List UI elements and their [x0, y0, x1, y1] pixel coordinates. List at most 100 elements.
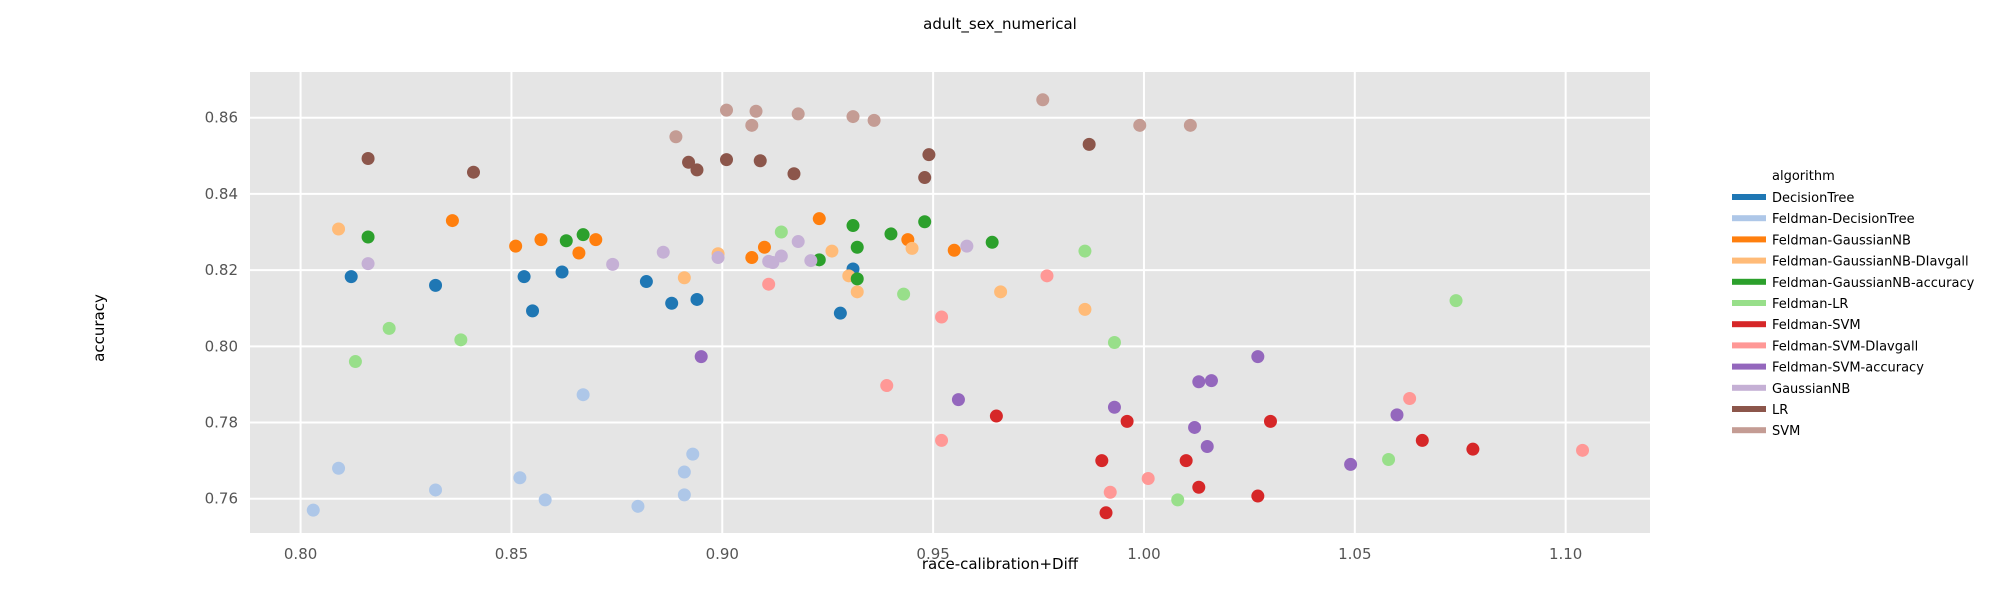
- data-point: [332, 461, 346, 475]
- data-point: [656, 245, 670, 259]
- data-point: [429, 278, 443, 292]
- data-point: [905, 241, 919, 255]
- data-point: [951, 393, 965, 407]
- legend-swatch: [1732, 363, 1766, 370]
- data-point: [762, 277, 776, 291]
- data-point: [1449, 294, 1463, 308]
- data-point: [1204, 374, 1218, 388]
- data-point: [677, 271, 691, 285]
- data-point: [994, 285, 1008, 299]
- data-point: [1082, 137, 1096, 151]
- data-point: [1415, 433, 1429, 447]
- legend-label: Feldman-SVM: [1772, 318, 1861, 333]
- legend-label: Feldman-GaussianNB: [1772, 233, 1911, 248]
- data-points: [306, 93, 1590, 520]
- data-point: [466, 165, 480, 179]
- data-point: [690, 292, 704, 306]
- data-point: [1403, 392, 1417, 406]
- data-point: [606, 257, 620, 271]
- data-point: [509, 239, 523, 253]
- data-point: [1141, 472, 1155, 486]
- data-point: [559, 234, 573, 248]
- data-point: [517, 270, 531, 284]
- data-point: [1192, 480, 1206, 494]
- data-point: [665, 296, 679, 310]
- data-point: [720, 153, 734, 167]
- legend-swatch: [1732, 321, 1766, 328]
- data-point: [1251, 489, 1265, 503]
- data-point: [935, 310, 949, 324]
- data-point: [1120, 414, 1134, 428]
- y-tick-label: 0.80: [205, 337, 238, 355]
- data-point: [572, 246, 586, 260]
- data-point: [850, 240, 864, 254]
- data-point: [935, 433, 949, 447]
- data-point: [850, 285, 864, 299]
- data-point: [918, 215, 932, 229]
- data-point: [850, 272, 864, 286]
- data-point: [774, 225, 788, 239]
- legend-label: Feldman-LR: [1772, 297, 1848, 312]
- data-point: [534, 233, 548, 247]
- data-point: [989, 409, 1003, 423]
- data-point: [1107, 336, 1121, 350]
- data-point: [833, 306, 847, 320]
- x-axis-label: race-calibration+Diff: [922, 555, 1079, 573]
- data-point: [639, 275, 653, 289]
- data-point: [576, 388, 590, 402]
- data-point: [677, 465, 691, 479]
- legend-label: Feldman-GaussianNB-accuracy: [1772, 276, 1975, 291]
- data-point: [669, 130, 683, 144]
- data-point: [1263, 414, 1277, 428]
- data-point: [774, 249, 788, 263]
- series-lr: [361, 137, 1096, 185]
- series-feldman-gaussiannb: [445, 212, 961, 265]
- data-point: [1036, 93, 1050, 107]
- data-point: [555, 265, 569, 279]
- data-point: [1078, 302, 1092, 316]
- data-point: [867, 113, 881, 127]
- legend-swatch: [1732, 406, 1766, 412]
- data-point: [1382, 452, 1396, 466]
- data-point: [985, 235, 999, 249]
- data-point: [711, 251, 725, 265]
- data-point: [1251, 350, 1265, 364]
- data-point: [757, 240, 771, 254]
- data-point: [1099, 506, 1113, 520]
- data-point: [1103, 485, 1117, 499]
- data-point: [804, 254, 818, 268]
- legend-label: DecisionTree: [1772, 191, 1854, 206]
- data-point: [787, 167, 801, 181]
- data-point: [812, 212, 826, 226]
- x-tick-label: 0.80: [284, 545, 317, 563]
- series-feldman-svm-diavgall: [762, 269, 1590, 499]
- legend-label: GaussianNB: [1772, 382, 1850, 397]
- legend-swatch: [1732, 342, 1766, 349]
- plot-background: [250, 72, 1650, 533]
- data-point: [1466, 442, 1480, 456]
- legend-swatch: [1732, 257, 1766, 264]
- data-point: [753, 154, 767, 168]
- y-tick-label: 0.76: [205, 490, 238, 508]
- x-tick-label: 0.85: [495, 545, 528, 563]
- x-tick-label: 1.05: [1338, 545, 1371, 563]
- data-point: [429, 483, 443, 497]
- data-point: [1095, 454, 1109, 468]
- data-point: [382, 321, 396, 335]
- legend-swatch: [1732, 384, 1766, 391]
- data-point: [690, 163, 704, 177]
- data-point: [344, 270, 358, 284]
- legend-label: Feldman-SVM-accuracy: [1772, 361, 1924, 376]
- data-point: [361, 151, 375, 165]
- data-point: [1040, 269, 1054, 283]
- data-point: [1107, 400, 1121, 414]
- series-gaussiannb: [361, 235, 974, 271]
- data-point: [745, 251, 759, 265]
- data-point: [631, 499, 645, 513]
- legend-swatch: [1732, 215, 1766, 222]
- series-feldman-decisiontree: [306, 388, 700, 517]
- data-point: [922, 148, 936, 162]
- x-tick-label: 0.95: [916, 545, 949, 563]
- data-point: [1576, 443, 1590, 457]
